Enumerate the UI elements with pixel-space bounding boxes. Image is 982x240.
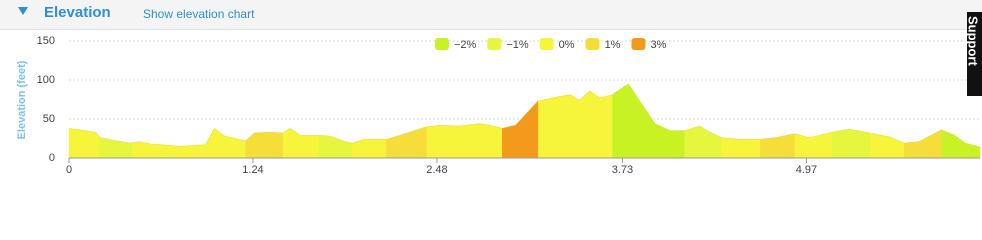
x-tick-label: 3.73 bbox=[612, 164, 633, 176]
grade-segment bbox=[537, 90, 613, 159]
grade-segment bbox=[794, 131, 832, 159]
y-tick-label: 50 bbox=[43, 113, 55, 125]
x-tick-label: 0 bbox=[66, 164, 72, 176]
grade-segment bbox=[721, 137, 761, 159]
legend-label: 1% bbox=[605, 39, 621, 51]
legend-label: 3% bbox=[650, 39, 666, 51]
grade-segment bbox=[426, 123, 503, 159]
legend-label: 0% bbox=[559, 39, 575, 51]
collapse-arrow[interactable] bbox=[18, 7, 28, 15]
grade-segment bbox=[352, 139, 387, 159]
support-tab[interactable] bbox=[967, 12, 982, 96]
y-tick-label: 0 bbox=[49, 152, 55, 164]
legend-label: −2% bbox=[454, 39, 477, 51]
grade-segment bbox=[831, 128, 871, 159]
legend-swatch bbox=[539, 38, 554, 50]
panel-header: Elevation Show elevation chart bbox=[0, 0, 982, 30]
chart: Elevation (feet) 0 50 100 150 0 1.24 2.48 3.73 4… bbox=[16, 12, 982, 176]
x-tick-label: 1.24 bbox=[242, 164, 263, 176]
grade-segment bbox=[68, 128, 99, 159]
legend-swatch bbox=[487, 38, 502, 50]
y-tick-label: 150 bbox=[37, 35, 55, 47]
grade-segment bbox=[98, 135, 134, 159]
x-tick-label: 2.48 bbox=[426, 164, 447, 176]
grade-segment bbox=[904, 129, 942, 159]
elevation-panel: Elevation Show elevation chart Elevation… bbox=[0, 0, 982, 176]
toggle-link[interactable]: Show elevation chart bbox=[143, 7, 255, 21]
x-tick-label: 4.97 bbox=[796, 164, 817, 176]
grade-segment bbox=[684, 125, 723, 159]
grade-segment bbox=[132, 127, 246, 159]
legend-swatch bbox=[435, 38, 449, 50]
legend-label: −1% bbox=[506, 39, 529, 51]
grade-segment bbox=[318, 135, 353, 159]
support-label: Support bbox=[966, 16, 981, 66]
panel-title: Elevation bbox=[44, 4, 111, 21]
y-tick-label: 100 bbox=[37, 74, 55, 86]
grade-segment bbox=[282, 128, 319, 159]
grade-segment bbox=[941, 129, 981, 159]
legend-swatch bbox=[631, 38, 646, 50]
elevation-profile bbox=[68, 83, 981, 148]
grade-segment bbox=[611, 83, 685, 159]
grade-segment bbox=[386, 126, 427, 159]
grade-segment bbox=[501, 100, 539, 159]
y-axis-label: Elevation (feet) bbox=[16, 60, 28, 139]
legend-swatch bbox=[585, 38, 600, 50]
